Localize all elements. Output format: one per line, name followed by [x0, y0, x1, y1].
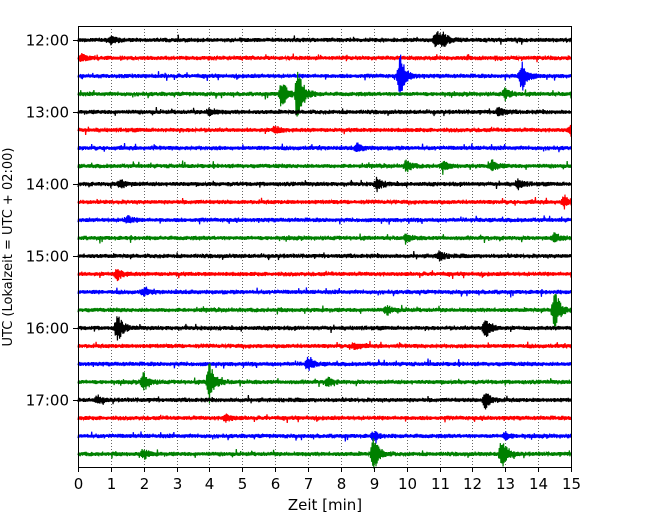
x-tick-label: 1: [107, 475, 117, 493]
trace-1630: [77, 356, 572, 371]
trace-1745: [77, 438, 572, 469]
x-axis-label: Zeit [min]: [288, 496, 362, 514]
trace-1700: [77, 393, 572, 410]
trace-layer: [77, 31, 572, 469]
x-tick-label: 0: [74, 475, 84, 493]
trace-1500: [77, 250, 572, 262]
trace-1345: [77, 159, 572, 175]
trace-1730: [77, 431, 572, 444]
x-tick-label: 11: [431, 475, 450, 493]
x-tick-label: 12: [463, 475, 482, 493]
trace-1545: [77, 293, 572, 327]
x-tick-label: 15: [562, 475, 581, 493]
trace-1645: [77, 363, 572, 404]
y-axis-label: UTC (Lokalzeit = UTC + 02:00): [1, 148, 16, 347]
x-tick-label: 6: [271, 475, 281, 493]
y-tick-label: 17:00: [26, 392, 69, 410]
x-tick-label: 14: [529, 475, 548, 493]
y-tick-label: 12:00: [26, 32, 69, 50]
x-tick-label: 13: [496, 475, 515, 493]
trace-1615: [77, 340, 572, 350]
x-tick-label: 3: [173, 475, 183, 493]
plot-frame: [78, 26, 572, 468]
trace-1600: [77, 316, 572, 341]
y-tick-label: 13:00: [26, 104, 69, 122]
trace-1445: [77, 232, 572, 245]
trace-1515: [77, 268, 572, 282]
trace-1245: [77, 71, 572, 117]
trace-1415: [77, 194, 572, 210]
trace-1315: [77, 124, 572, 137]
trace-1330: [77, 142, 572, 153]
trace-1215: [77, 52, 572, 63]
x-axis: 0 1 2 3 4 5 6 7 8 9 10 11 12 13 14 15: [74, 467, 581, 493]
trace-1300: [77, 106, 572, 117]
trace-1400: [77, 176, 572, 193]
x-tick-label: 7: [304, 475, 314, 493]
trace-1200: [77, 31, 572, 48]
trace-1230: [77, 54, 572, 96]
y-tick-label: 14:00: [26, 176, 69, 194]
x-tick-label: 5: [238, 475, 248, 493]
y-axis: 12:00 13:00 14:00 15:00 16:00 17:00: [26, 32, 78, 410]
x-tick-label: 9: [370, 475, 380, 493]
x-tick-label: 8: [337, 475, 347, 493]
trace-1530: [77, 286, 572, 298]
x-tick-label: 10: [398, 475, 417, 493]
x-tick-label: 4: [205, 475, 215, 493]
y-tick-label: 16:00: [26, 320, 69, 338]
trace-1715: [77, 413, 572, 424]
trace-1430: [77, 215, 572, 225]
y-tick-label: 15:00: [26, 248, 69, 266]
x-tick-label: 2: [140, 475, 150, 493]
